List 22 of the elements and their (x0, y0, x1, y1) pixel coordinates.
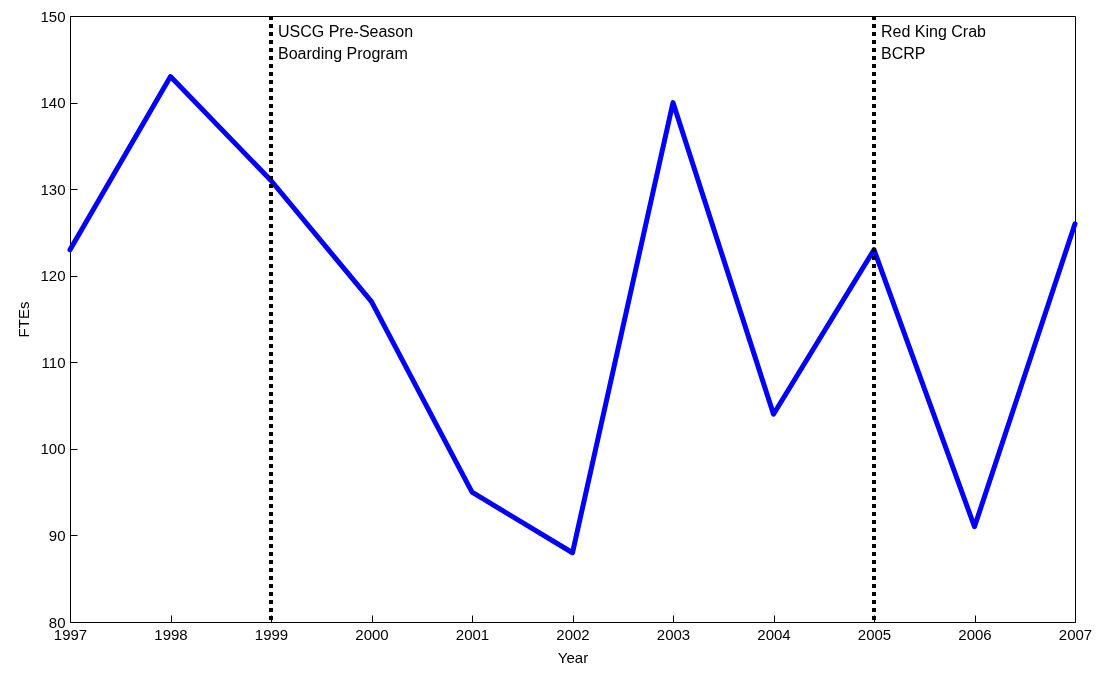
x-tick-label: 1998 (154, 625, 188, 643)
y-tick-label: 110 (41, 353, 66, 371)
y-tick-label: 100 (40, 440, 66, 458)
y-tick-label: 90 (48, 526, 66, 544)
ref-line-label: USCG Pre-Season Boarding Program (278, 23, 414, 62)
x-tick-label: 2003 (656, 625, 691, 643)
x-tick-label: 2001 (455, 625, 490, 643)
x-tick-label: 2004 (757, 625, 791, 643)
y-tick-label: 80 (48, 613, 66, 631)
y-tick-label: 130 (40, 180, 66, 198)
ref-line-label: Red King Crab BCRP (881, 23, 987, 62)
x-tick-label: 2006 (958, 625, 992, 643)
x-tick-label: 2007 (1058, 625, 1093, 643)
x-tick-label: 2002 (556, 625, 590, 643)
x-axis-title: Year (557, 648, 589, 666)
y-tick-label: 120 (40, 267, 66, 285)
x-tick-label: 1999 (254, 625, 289, 643)
y-tick-label: 150 (40, 7, 66, 25)
y-tick-label: 140 (40, 94, 66, 112)
x-tick-label: 2000 (355, 625, 389, 643)
x-tick-label: 2005 (857, 625, 892, 643)
y-axis-title: FTEs (15, 301, 33, 338)
